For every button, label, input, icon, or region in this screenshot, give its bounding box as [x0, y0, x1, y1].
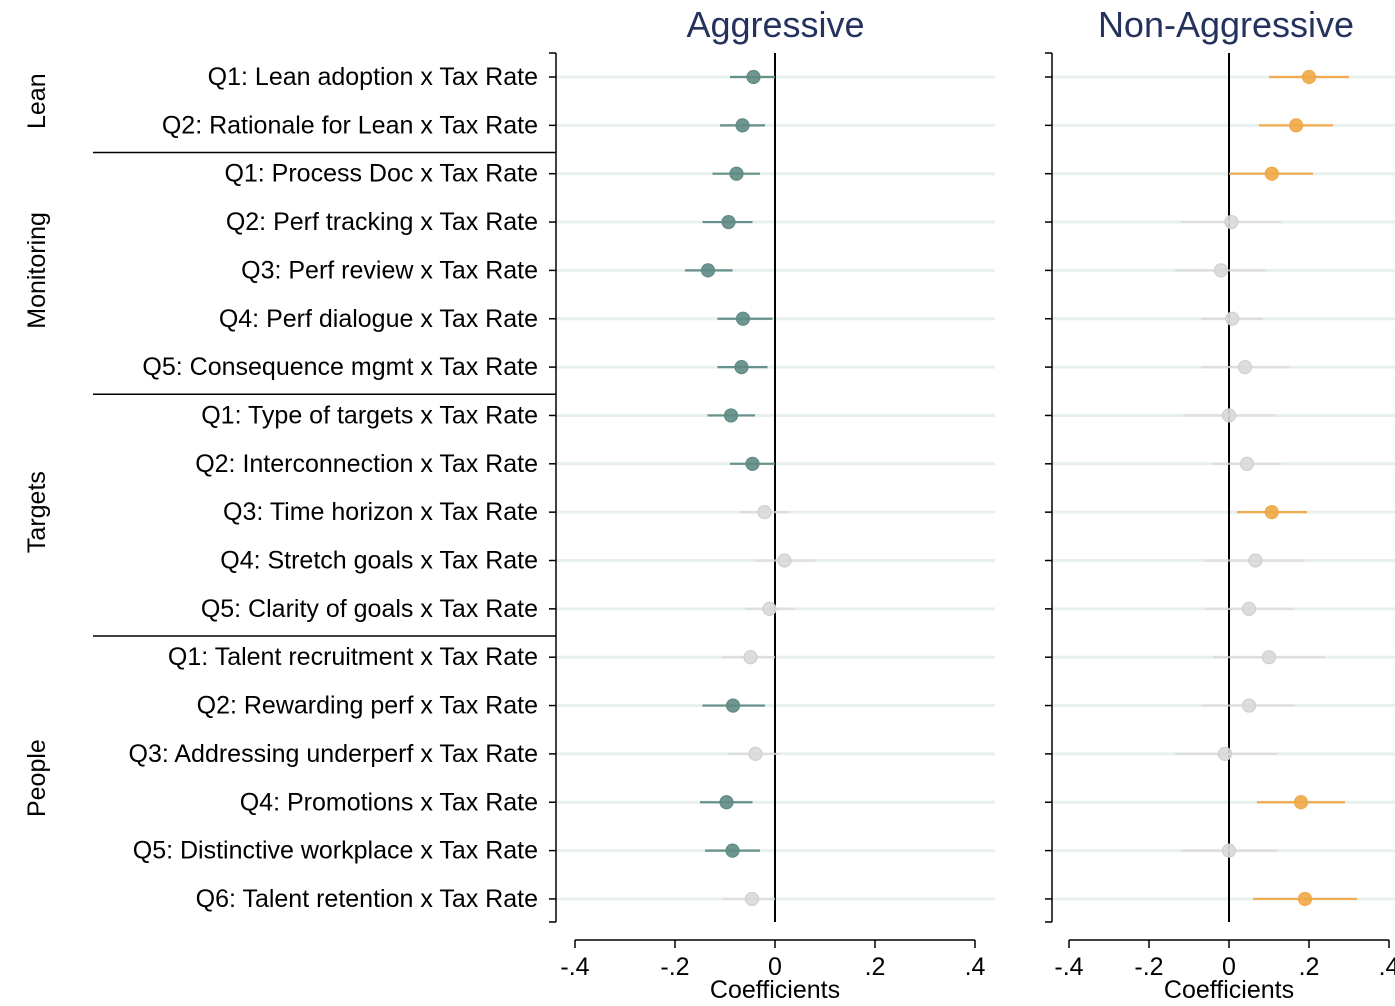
coefficient-point: [757, 505, 772, 520]
coefficient-point: [1297, 891, 1313, 907]
coefficient-point: [743, 650, 758, 665]
coefficient-point: [744, 891, 760, 907]
coefficient-point: [719, 795, 734, 810]
coefficient-point: [1224, 214, 1239, 230]
coefficient-point: [746, 69, 761, 85]
x-tick-label: 0: [1222, 953, 1236, 981]
coefficient-point: [745, 456, 760, 471]
row-label: Q6: Talent retention x Tax Rate: [196, 885, 538, 913]
coefficient-point: [1261, 650, 1277, 665]
coefficient-point: [762, 601, 777, 616]
row-label: Q5: Clarity of goals x Tax Rate: [201, 595, 538, 623]
coefficient-point: [735, 311, 751, 326]
row-label: Q4: Promotions x Tax Rate: [240, 788, 538, 816]
panel-title: Non-Aggressive: [1098, 4, 1354, 45]
coefficient-point: [1239, 456, 1255, 471]
row-label: Q2: Interconnection x Tax Rate: [195, 450, 538, 478]
x-axis-title: Coefficients: [710, 976, 840, 1001]
row-label: Q3: Addressing underperf x Tax Rate: [129, 740, 539, 768]
row-label: Q4: Perf dialogue x Tax Rate: [219, 305, 538, 333]
coefficient-point: [734, 360, 749, 375]
row-label: Q1: Talent recruitment x Tax Rate: [168, 643, 538, 671]
coefficient-point: [1221, 408, 1237, 423]
coefficient-point: [1221, 843, 1237, 858]
coefficient-point: [725, 843, 740, 858]
x-tick-label: -.4: [1054, 953, 1083, 981]
panel-title: Aggressive: [686, 4, 864, 45]
row-label: Q5: Consequence mgmt x Tax Rate: [142, 353, 538, 381]
coefficient-point: [1301, 69, 1317, 85]
coefficient-point: [748, 746, 763, 762]
x-tick-label: .2: [865, 953, 886, 981]
x-tick-label: -.4: [560, 953, 589, 981]
coefficient-point: [721, 214, 736, 230]
row-label: Q3: Time horizon x Tax Rate: [223, 498, 538, 526]
row-label: Q1: Type of targets x Tax Rate: [201, 401, 538, 429]
coefficient-point: [1293, 795, 1309, 810]
x-tick-label: -.2: [660, 953, 689, 981]
group-label: People: [23, 739, 51, 817]
coefficient-point: [1289, 118, 1304, 133]
coefficient-point: [1264, 505, 1279, 520]
x-tick-label: 0: [768, 953, 782, 981]
coefficient-point: [725, 698, 741, 713]
x-tick-label: .4: [965, 953, 986, 981]
coefficient-point: [1217, 746, 1233, 762]
group-label: Monitoring: [23, 212, 51, 329]
x-axis-title: Coefficients: [1164, 976, 1294, 1001]
coefficient-point: [1248, 553, 1263, 568]
row-label: Q2: Rewarding perf x Tax Rate: [197, 692, 538, 720]
x-tick-label: -.2: [1134, 953, 1163, 981]
coefficient-point: [700, 263, 716, 278]
coefficient-point: [1264, 166, 1279, 181]
row-label: Q4: Stretch goals x Tax Rate: [220, 547, 538, 575]
coefficient-point: [735, 118, 750, 133]
coefficient-point: [729, 166, 744, 181]
coefficient-point: [1241, 698, 1257, 713]
x-tick-label: .4: [1379, 953, 1395, 981]
row-label: Q1: Lean adoption x Tax Rate: [208, 63, 538, 91]
row-label: Q2: Perf tracking x Tax Rate: [226, 208, 538, 236]
coefficient-point: [723, 408, 739, 423]
row-label: Q1: Process Doc x Tax Rate: [224, 160, 538, 188]
group-label: Targets: [23, 471, 51, 553]
row-label: Q2: Rationale for Lean x Tax Rate: [162, 111, 538, 139]
group-label: Lean: [23, 73, 51, 129]
coefficient-point: [1213, 263, 1229, 278]
coefficient-point: [1241, 601, 1257, 616]
coefficient-point: [1225, 311, 1240, 326]
row-label: Q5: Distinctive workplace x Tax Rate: [133, 837, 538, 865]
x-tick-label: .2: [1299, 953, 1320, 981]
coefficient-point: [777, 553, 792, 568]
coefficient-point: [1237, 360, 1253, 375]
row-label: Q3: Perf review x Tax Rate: [241, 256, 538, 284]
